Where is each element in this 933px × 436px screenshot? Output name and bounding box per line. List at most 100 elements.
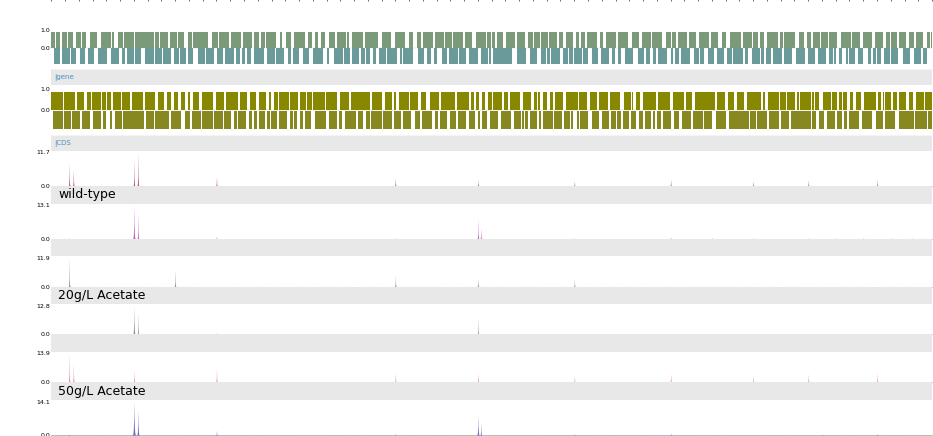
Bar: [707, 48, 714, 64]
Bar: [494, 48, 495, 64]
Bar: [145, 92, 155, 110]
Bar: [612, 48, 615, 64]
Bar: [286, 32, 291, 48]
Bar: [728, 92, 734, 110]
Bar: [489, 48, 492, 64]
Bar: [926, 32, 930, 48]
Bar: [915, 111, 924, 129]
Bar: [695, 92, 707, 110]
Bar: [618, 32, 628, 48]
Bar: [642, 32, 651, 48]
Bar: [250, 92, 256, 110]
Bar: [62, 48, 70, 64]
Bar: [180, 48, 186, 64]
Bar: [663, 111, 671, 129]
Bar: [243, 32, 252, 48]
Bar: [700, 32, 709, 48]
Bar: [216, 48, 223, 64]
Bar: [625, 48, 634, 64]
Bar: [506, 48, 512, 64]
Bar: [230, 32, 242, 48]
Bar: [146, 48, 154, 64]
Bar: [387, 48, 397, 64]
Bar: [236, 48, 240, 64]
Bar: [480, 48, 488, 64]
Bar: [818, 48, 826, 64]
Bar: [482, 111, 487, 129]
Bar: [883, 92, 884, 110]
Bar: [925, 111, 926, 129]
Bar: [487, 32, 492, 48]
Bar: [902, 48, 910, 64]
Bar: [481, 92, 485, 110]
Bar: [418, 48, 424, 64]
Bar: [878, 92, 881, 110]
Bar: [832, 92, 837, 110]
Bar: [806, 32, 812, 48]
Bar: [121, 48, 125, 64]
Bar: [550, 92, 553, 110]
Bar: [218, 32, 229, 48]
Bar: [898, 111, 904, 129]
Bar: [450, 111, 455, 129]
Bar: [334, 48, 343, 64]
Bar: [226, 92, 234, 110]
Bar: [328, 111, 337, 129]
Bar: [271, 111, 277, 129]
Bar: [373, 48, 376, 64]
Bar: [340, 92, 349, 110]
Bar: [345, 111, 355, 129]
Bar: [202, 92, 213, 110]
Bar: [534, 32, 540, 48]
Bar: [829, 32, 838, 48]
Bar: [781, 92, 787, 110]
Bar: [76, 32, 80, 48]
Bar: [371, 111, 382, 129]
Bar: [347, 32, 349, 48]
Bar: [225, 48, 233, 64]
Bar: [233, 111, 237, 129]
Bar: [403, 48, 413, 64]
Bar: [828, 111, 835, 129]
Bar: [876, 111, 883, 129]
Bar: [843, 111, 846, 129]
Bar: [217, 92, 220, 110]
Bar: [174, 92, 178, 110]
Text: 20g/L Acetate: 20g/L Acetate: [58, 289, 146, 302]
Bar: [704, 111, 712, 129]
Bar: [751, 48, 760, 64]
Bar: [410, 92, 418, 110]
Bar: [730, 32, 732, 48]
Bar: [659, 48, 667, 64]
Bar: [767, 32, 777, 48]
Bar: [91, 92, 101, 110]
Bar: [51, 92, 63, 110]
Bar: [543, 111, 552, 129]
Bar: [422, 92, 426, 110]
Bar: [471, 92, 474, 110]
Bar: [534, 92, 537, 110]
Bar: [891, 32, 898, 48]
Bar: [90, 32, 97, 48]
Bar: [410, 32, 412, 48]
Bar: [899, 92, 906, 110]
Bar: [864, 92, 876, 110]
Bar: [636, 92, 640, 110]
Bar: [590, 92, 597, 110]
Bar: [261, 32, 265, 48]
Bar: [279, 111, 287, 129]
Bar: [839, 48, 842, 64]
Bar: [884, 48, 890, 64]
Bar: [290, 92, 299, 110]
Bar: [315, 32, 318, 48]
Bar: [321, 32, 325, 48]
Bar: [547, 48, 550, 64]
Bar: [773, 48, 782, 64]
Bar: [435, 111, 438, 129]
Bar: [813, 92, 815, 110]
Bar: [750, 111, 756, 129]
Bar: [417, 32, 421, 48]
Bar: [110, 111, 112, 129]
Bar: [843, 92, 847, 110]
Bar: [637, 48, 645, 64]
